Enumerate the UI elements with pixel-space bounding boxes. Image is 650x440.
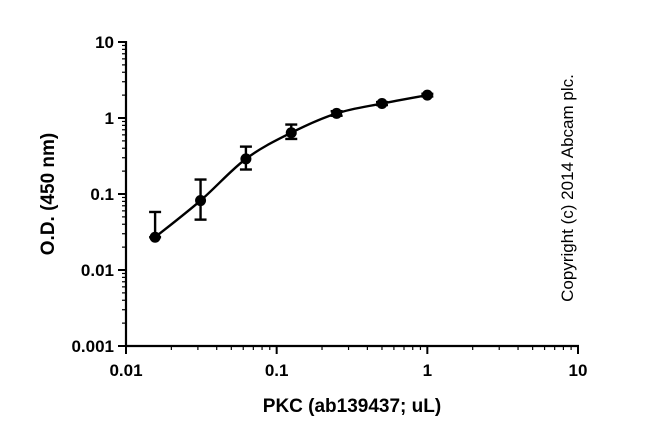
data-point <box>331 107 343 119</box>
y-tick-label: 0.01 <box>81 261 114 280</box>
x-tick-label: 0.01 <box>109 361 142 380</box>
data-point <box>240 153 252 165</box>
copyright-annotation: Copyright (c) 2014 Abcam plc. <box>558 74 577 302</box>
ticks: 0.01 0.1 1 10 0.001 0.01 0.1 1 10 <box>71 33 587 380</box>
y-axis-title: O.D. (450 nm) <box>38 133 59 255</box>
data-point <box>195 195 207 207</box>
points-layer <box>149 89 433 243</box>
y-tick-label: 10 <box>95 33 114 52</box>
series-line <box>154 93 428 239</box>
errorbar-layer <box>149 92 434 239</box>
y-tick-label: 0.001 <box>71 337 114 356</box>
x-tick-label: 1 <box>423 361 432 380</box>
x-axis-title: PKC (ab139437; uL) <box>263 396 441 417</box>
x-tick-label: 0.1 <box>265 361 289 380</box>
data-point <box>421 89 433 101</box>
y-tick-label: 1 <box>105 109 114 128</box>
curve-layer <box>154 93 428 239</box>
axes <box>124 41 579 348</box>
x-tick-label: 10 <box>569 361 588 380</box>
data-point <box>285 127 297 139</box>
y-tick-label: 0.1 <box>90 185 114 204</box>
data-point <box>149 231 161 243</box>
data-point <box>376 98 388 110</box>
